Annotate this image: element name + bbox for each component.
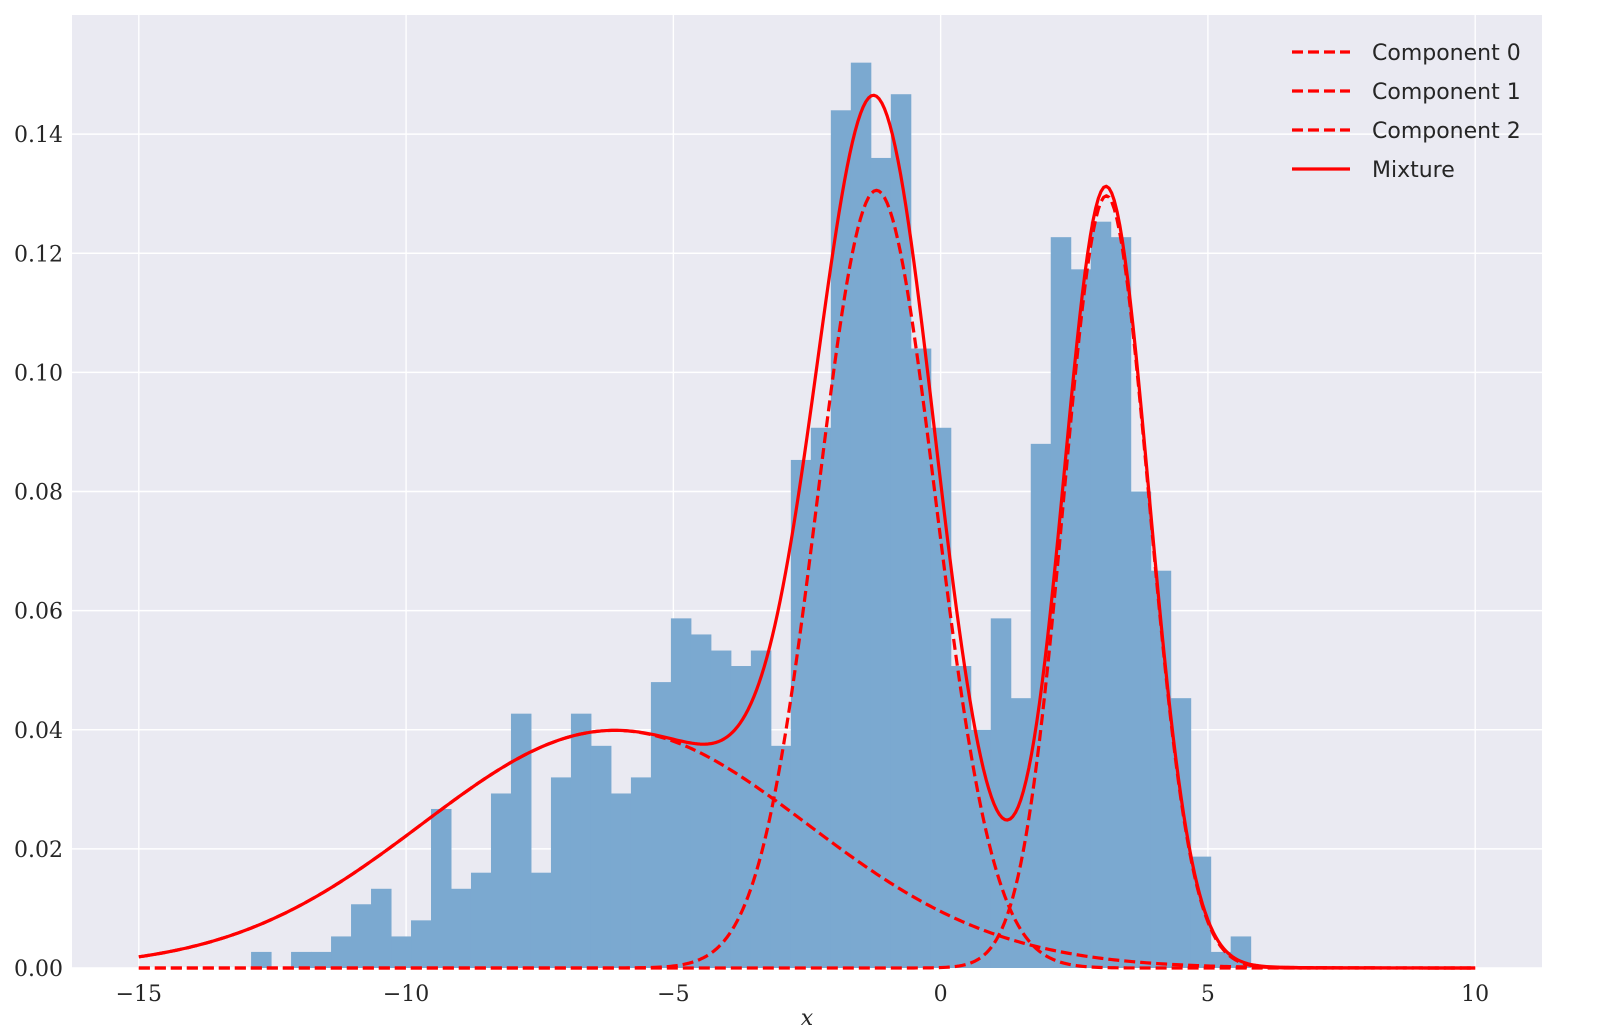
histogram-bar xyxy=(810,427,832,968)
histogram-bar xyxy=(690,634,712,968)
histogram-bar xyxy=(351,904,372,968)
histogram-bar xyxy=(490,793,512,968)
histogram-bar xyxy=(1070,269,1092,968)
x-tick-label: −10 xyxy=(383,982,429,1007)
x-tick-label: −5 xyxy=(657,982,689,1007)
y-tick-label: 0.10 xyxy=(14,361,63,386)
legend-label: Component 1 xyxy=(1372,80,1521,105)
x-tick-label: −15 xyxy=(116,982,162,1007)
y-tick-label: 0.08 xyxy=(14,481,63,506)
histogram-bar xyxy=(990,618,1012,968)
histogram-bar xyxy=(391,936,412,968)
histogram-bars xyxy=(251,62,1252,969)
y-tick-label: 0.04 xyxy=(14,719,63,744)
histogram-bar xyxy=(1130,491,1152,968)
histogram-bar xyxy=(610,793,632,968)
histogram-bar xyxy=(790,459,812,968)
x-tick-label: 10 xyxy=(1461,982,1489,1007)
histogram-bar xyxy=(450,888,472,968)
histogram-bar xyxy=(890,94,912,968)
histogram-bar xyxy=(431,808,452,968)
y-tick-label: 0.02 xyxy=(14,838,63,863)
histogram-bar xyxy=(331,936,352,968)
histogram-bar xyxy=(650,682,672,968)
histogram-bar xyxy=(670,618,692,968)
y-tick-label: 0.00 xyxy=(14,957,63,982)
histogram-bar xyxy=(830,110,852,969)
legend-label: Component 2 xyxy=(1372,119,1521,144)
histogram-bar xyxy=(750,650,772,968)
legend-label: Component 0 xyxy=(1372,41,1521,66)
x-tick-label: 5 xyxy=(1201,982,1215,1007)
histogram-bar xyxy=(850,62,872,968)
y-tick-label: 0.14 xyxy=(14,123,63,148)
density-curves xyxy=(138,93,1476,970)
histogram-bar xyxy=(910,348,932,968)
histogram-bar xyxy=(530,872,552,968)
histogram-bar xyxy=(590,745,612,968)
histogram-bar xyxy=(470,872,492,968)
y-axis-ticks: 0.00 0.02 0.04 0.06 0.08 0.10 0.12 0.14 xyxy=(14,123,63,982)
histogram-bar xyxy=(870,157,892,968)
histogram-bar xyxy=(950,666,972,968)
histogram-bar xyxy=(1090,221,1112,968)
histogram-bar xyxy=(371,888,392,968)
histogram-bar xyxy=(291,951,312,968)
histogram-bar xyxy=(1110,237,1132,969)
histogram-bar xyxy=(770,745,792,968)
histogram-bar xyxy=(570,713,592,968)
series-line-mixture xyxy=(138,93,1476,970)
histogram-bar xyxy=(510,713,532,968)
histogram-bar xyxy=(1210,951,1232,968)
legend: Component 0 Component 1 Component 2 Mixture xyxy=(1292,41,1521,183)
histogram-bar xyxy=(1030,443,1052,969)
histogram-bar xyxy=(550,777,572,968)
histogram-bar xyxy=(1050,237,1072,969)
histogram-bar xyxy=(251,951,272,968)
histogram-bar xyxy=(930,427,952,968)
x-axis-ticks: −15 −10 −5 0 5 10 xyxy=(116,982,1490,1007)
histogram-bar xyxy=(311,951,332,968)
histogram-bar xyxy=(630,777,652,968)
histogram-bar xyxy=(710,650,732,968)
histogram-bar xyxy=(1010,698,1032,968)
histogram-bar xyxy=(411,920,432,968)
histogram-bar xyxy=(730,666,752,968)
y-tick-label: 0.12 xyxy=(14,242,63,267)
x-tick-label: 0 xyxy=(934,982,948,1007)
x-axis-label: x xyxy=(801,1006,814,1031)
legend-label: Mixture xyxy=(1372,158,1455,183)
y-tick-label: 0.06 xyxy=(14,600,63,625)
